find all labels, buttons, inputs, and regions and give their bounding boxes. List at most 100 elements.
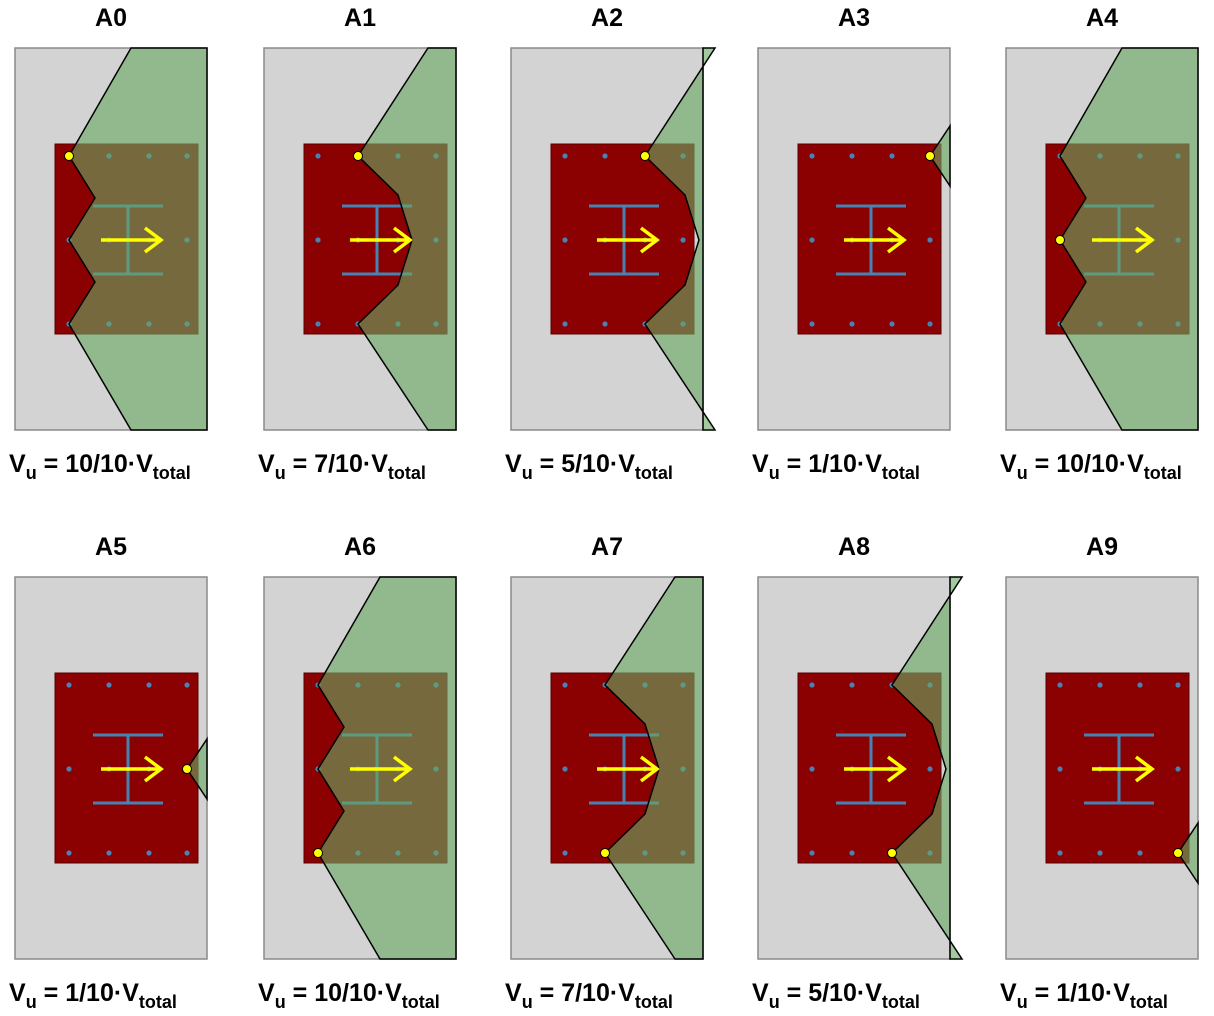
anchor-bolt [315,153,321,159]
panel-A1 [263,47,457,431]
formula-part: = [285,979,315,1007]
anchor-bolt [106,682,112,688]
shear-arrow-head [143,226,164,254]
panel-A5 [14,576,208,960]
formula-part: V [865,979,882,1007]
anchor-bolt [106,850,112,856]
formula-part: total [138,992,177,1012]
formula-part: 7/10 [561,979,610,1007]
formula-part: total [152,463,191,483]
panel-title: A2 [591,4,623,32]
formula-part: V [1113,979,1130,1007]
critical-anchor [182,764,192,774]
formula-part: V [385,979,402,1007]
anchor-bolt [809,321,815,327]
anchor-bolt [1175,682,1181,688]
formula-part: = [532,979,562,1007]
critical-anchor [1055,235,1065,245]
formula-part: u [768,992,780,1012]
formula-part: · [376,979,386,1007]
anchor-bolt [1057,682,1063,688]
anchor-bolt [66,850,72,856]
anchor-bolt [184,850,190,856]
anchor-bolt [602,321,608,327]
shear-arrow-head [143,755,164,783]
shear-arrow-head [1134,226,1155,254]
panel-A3 [757,47,951,431]
anchor-bolt [1057,850,1063,856]
panel-title: A8 [838,533,870,561]
anchor-bolt [809,766,815,772]
shear-formula: Vu = 10/10·Vtotal [1000,450,1182,483]
shear-arrow-head [392,226,413,254]
formula-part: V [618,450,635,478]
formula-part: total [881,463,920,483]
critical-anchor [925,151,935,161]
formula-part: V [505,450,522,478]
anchor-bolt [1057,766,1063,772]
critical-anchor [313,848,323,858]
anchor-bolt [562,153,568,159]
formula-part: u [1016,463,1028,483]
breakout-cone [1177,820,1199,886]
anchor-bolt [146,682,152,688]
formula-part: V [1000,979,1017,1007]
anchor-bolt [927,766,933,772]
critical-anchor [600,848,610,858]
anchor-bolt [849,321,855,327]
formula-part: total [1129,992,1168,1012]
panel-title: A5 [95,533,127,561]
formula-part: u [25,463,37,483]
anchor-bolt [849,682,855,688]
formula-part: V [752,450,769,478]
formula-part: 1/10 [1056,979,1105,1007]
breakout-cone [604,576,704,960]
anchor-bolt [1097,850,1103,856]
formula-part: 10/10 [65,450,128,478]
formula-part: V [1000,450,1017,478]
formula-part: V [9,979,26,1007]
formula-part: = [779,979,809,1007]
shear-arrow-head [639,755,660,783]
anchor-bolt [809,237,815,243]
formula-part: = [285,450,315,478]
panel-title: A9 [1086,533,1118,561]
panel-A8 [757,576,964,960]
formula-part: total [634,992,673,1012]
formula-part: = [1027,979,1057,1007]
anchor-bolt [562,850,568,856]
formula-part: 5/10 [561,450,610,478]
anchor-bolt [1137,682,1143,688]
panel-title: A6 [344,533,376,561]
critical-anchor [1173,848,1183,858]
shear-formula: Vu = 1/10·Vtotal [9,979,177,1012]
panel-A0 [14,47,208,431]
critical-anchor [887,848,897,858]
formula-part: total [881,992,920,1012]
anchor-bolt [1137,850,1143,856]
anchor-bolt [809,682,815,688]
shear-formula: Vu = 10/10·Vtotal [258,979,440,1012]
anchor-bolt [66,766,72,772]
panel-A4 [1005,47,1199,431]
formula-part: = [1027,450,1057,478]
panel-title: A7 [591,533,623,561]
formula-part: = [36,979,66,1007]
panel-title: A4 [1086,4,1118,32]
formula-part: V [505,979,522,1007]
breakout-cone [929,123,951,189]
formula-part: u [521,463,533,483]
formula-part: u [1016,992,1028,1012]
panel-A7 [510,576,704,960]
formula-part: V [865,450,882,478]
anchor-bolt [562,321,568,327]
formula-part: V [258,979,275,1007]
anchor-bolt [562,766,568,772]
anchor-bolt [562,237,568,243]
anchor-bolt [927,321,933,327]
formula-part: · [1104,979,1114,1007]
formula-part: · [609,450,619,478]
anchor-bolt [809,850,815,856]
shear-arrow-head [886,226,907,254]
